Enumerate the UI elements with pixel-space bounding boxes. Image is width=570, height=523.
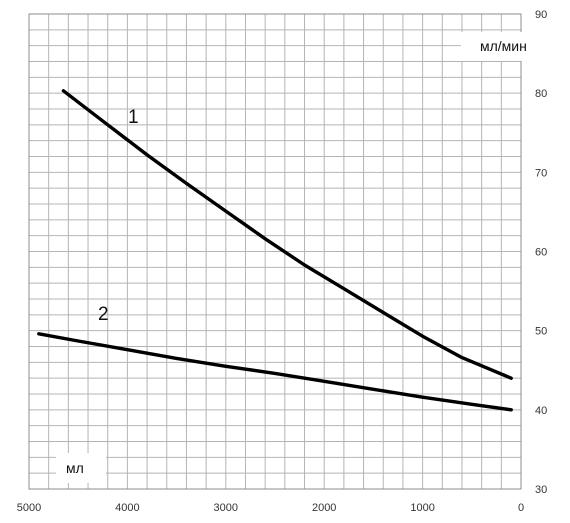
y-tick-label: 30 — [535, 484, 547, 496]
x-tick-label: 4000 — [115, 502, 139, 514]
y-tick-label: 80 — [535, 88, 547, 100]
x-unit-label-background — [56, 453, 106, 483]
x-tick-label: 3000 — [214, 502, 238, 514]
series-1-line — [61, 89, 513, 380]
chart-grid — [28, 13, 522, 490]
x-unit-label: мл — [66, 460, 84, 476]
y-tick-label: 40 — [535, 405, 547, 417]
x-tick-label: 0 — [518, 502, 524, 514]
series-layer — [37, 89, 513, 412]
series-2-line — [37, 332, 513, 412]
x-tick-label: 5000 — [17, 502, 41, 514]
y-tick-label: 60 — [535, 247, 547, 259]
y-tick-label: 90 — [535, 9, 547, 21]
x-tick-label: 2000 — [312, 502, 336, 514]
series-2-label: 2 — [98, 304, 109, 325]
axis-ticks: 5000 4000 3000 2000 1000 0 30 40 50 60 70 80 90 — [17, 9, 547, 514]
y-unit-label: мл/мин — [480, 38, 527, 54]
series-1-label: 1 — [128, 107, 139, 128]
y-tick-label: 70 — [535, 167, 547, 179]
y-unit-label-background — [461, 32, 523, 61]
plot-frame — [28, 13, 522, 490]
y-tick-label: 50 — [535, 326, 547, 338]
x-tick-label: 1000 — [410, 502, 434, 514]
